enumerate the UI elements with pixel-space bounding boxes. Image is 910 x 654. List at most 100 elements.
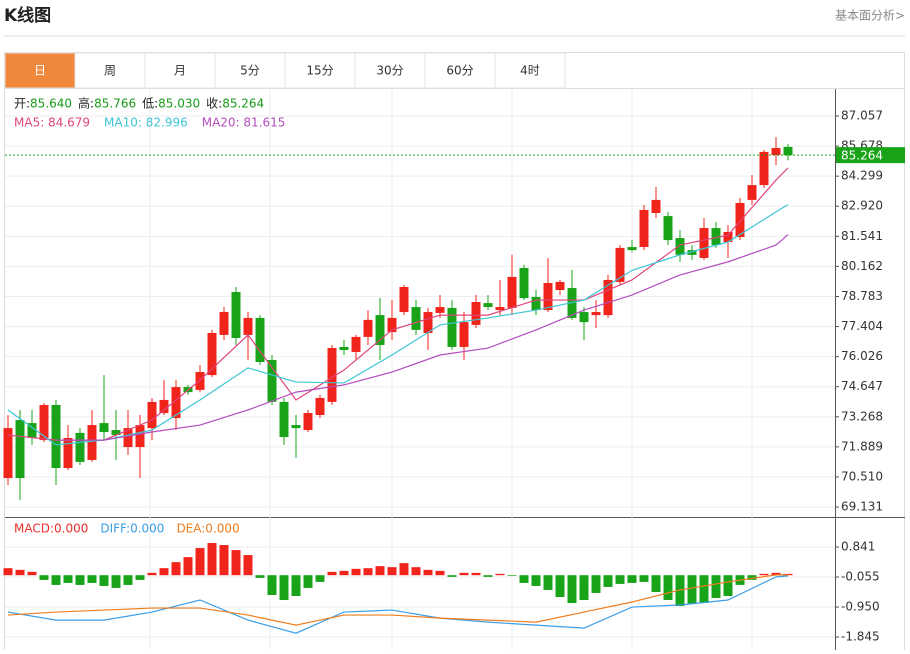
y-tick-label: 70.510 — [841, 469, 883, 483]
candle-body — [771, 147, 781, 155]
macd-bar — [579, 575, 589, 601]
macd-bar — [267, 575, 277, 595]
tab[interactable] — [494, 52, 566, 89]
tab-label[interactable]: 月 — [174, 64, 186, 78]
legend-entry: MA5: 84.679 — [14, 116, 90, 130]
candle-body — [735, 202, 745, 237]
macd-bar — [699, 575, 709, 604]
candle-body — [135, 425, 145, 448]
macd-bar — [483, 575, 493, 577]
tab[interactable] — [74, 52, 146, 89]
tab-label[interactable]: 日 — [34, 64, 46, 78]
y-tick-label: 84.299 — [841, 169, 883, 183]
line — [56, 234, 789, 441]
y-tick-label: 76.026 — [841, 349, 883, 363]
macd-bar — [423, 569, 433, 576]
candle-body — [351, 336, 361, 352]
tab-label[interactable]: 30分 — [376, 64, 403, 78]
macd-bar — [723, 575, 733, 596]
y-tick-label: 87.057 — [841, 108, 883, 122]
macd-bar — [303, 575, 313, 588]
candle-body — [579, 312, 589, 323]
candle-body — [711, 228, 721, 246]
macd-bar — [27, 571, 37, 576]
macd-bar — [3, 568, 13, 576]
macd-bar — [363, 568, 373, 576]
tab-label[interactable]: 60分 — [446, 64, 473, 78]
macd-bar — [39, 575, 49, 580]
tab-label[interactable]: 15分 — [306, 64, 333, 78]
macd-bar — [159, 568, 169, 576]
candle-body — [507, 276, 517, 308]
candle-body — [99, 423, 109, 433]
legend-entry: DEA:0.000 — [176, 522, 239, 536]
y-tick-label: 0.841 — [841, 540, 875, 554]
macd-bar — [675, 575, 685, 607]
tab[interactable] — [144, 52, 216, 89]
tab-label[interactable]: 4时 — [520, 64, 540, 78]
candle-body — [519, 267, 529, 299]
macd-bar — [147, 572, 157, 576]
candle-body — [471, 302, 481, 325]
candle-body — [591, 312, 601, 316]
macd-bar — [495, 573, 505, 576]
fundamental-link[interactable]: 基本面分析> — [835, 9, 905, 23]
macd-bar — [171, 562, 181, 576]
y-tick-label: -0.055 — [841, 570, 880, 584]
tab[interactable] — [4, 52, 76, 89]
macd-bar — [615, 575, 625, 584]
y-tick-label: -1.845 — [841, 630, 880, 644]
macd-bar — [291, 575, 301, 596]
candle-body — [339, 346, 349, 350]
candle-body — [147, 401, 157, 429]
macd-bar — [183, 557, 193, 576]
macd-bar — [231, 550, 241, 576]
macd-bar — [87, 575, 97, 583]
legend-entry: MA20: 81.615 — [202, 116, 286, 130]
macd-bar — [195, 548, 205, 576]
candle-body — [459, 322, 469, 347]
y-tick-label: 77.404 — [841, 319, 883, 333]
macd-bar — [411, 567, 421, 576]
line — [7, 574, 788, 626]
macd-bar — [567, 575, 577, 604]
line — [7, 575, 789, 634]
macd-bar — [255, 575, 265, 578]
candle-body — [651, 199, 661, 214]
tab-label[interactable]: 周 — [104, 64, 116, 78]
y-tick-label: 73.268 — [841, 409, 883, 423]
macd-bar — [99, 575, 109, 586]
info-value: 85.640 — [30, 97, 72, 111]
macd-bar — [711, 575, 721, 598]
candle-body — [279, 401, 289, 438]
tab[interactable] — [354, 52, 426, 89]
legend-entry: MA10: 82.996 — [104, 116, 188, 130]
candle-body — [411, 307, 421, 330]
tab[interactable] — [424, 52, 496, 89]
legend-entry: MACD:0.000 — [14, 522, 88, 536]
macd-bar — [51, 575, 61, 585]
y-tick-label: 74.647 — [841, 379, 883, 393]
macd-bar — [327, 571, 337, 576]
macd-bar — [219, 545, 229, 576]
y-tick-label: 71.889 — [841, 439, 883, 453]
macd-bar — [471, 572, 481, 576]
candle-body — [303, 413, 313, 431]
macd-bar — [207, 543, 217, 576]
macd-bar — [543, 575, 553, 590]
line — [7, 204, 789, 446]
macd-bar — [63, 575, 73, 583]
candle-body — [495, 307, 505, 311]
candle-body — [783, 146, 793, 156]
current-price-box — [836, 147, 905, 164]
tab-label[interactable]: 5分 — [240, 64, 260, 78]
candle-body — [423, 312, 433, 333]
info-label: 高: — [78, 96, 94, 111]
candle-body — [87, 425, 97, 460]
y-tick-label: 81.541 — [841, 229, 883, 243]
candle-body — [243, 317, 253, 335]
candle-body — [3, 428, 13, 479]
info-label: 低: — [142, 97, 158, 111]
tab[interactable] — [214, 52, 286, 89]
